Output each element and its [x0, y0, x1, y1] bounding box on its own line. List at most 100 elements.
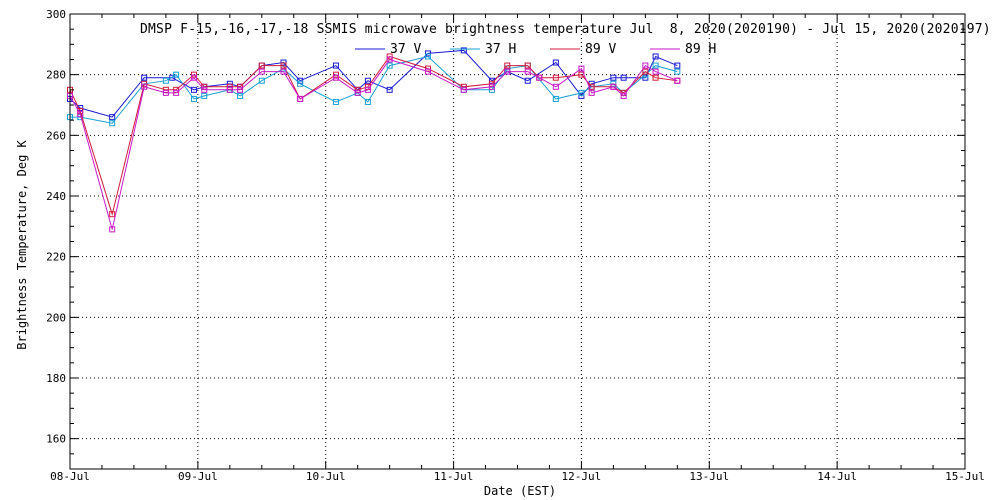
data-point — [488, 83, 495, 90]
data-point — [460, 47, 467, 54]
data-point — [536, 74, 543, 81]
data-point — [191, 86, 198, 93]
data-point — [162, 89, 169, 96]
data-point — [173, 89, 180, 96]
y-tick-label: 180 — [46, 372, 66, 385]
data-point — [191, 74, 198, 81]
data-point — [610, 74, 617, 81]
data-point — [280, 68, 287, 75]
x-tick-label: 12-Jul — [562, 470, 602, 483]
legend-label: 37 V — [390, 42, 421, 57]
data-point — [386, 86, 393, 93]
data-point — [258, 77, 265, 84]
data-point — [141, 83, 148, 90]
x-tick-label: 13-Jul — [689, 470, 729, 483]
data-point — [578, 89, 585, 96]
data-point — [280, 59, 287, 66]
series-layer — [67, 47, 681, 233]
data-point — [488, 86, 495, 93]
data-point — [77, 111, 84, 118]
data-point — [354, 89, 361, 96]
data-point — [674, 77, 681, 84]
data-point — [425, 53, 431, 60]
data-point — [141, 74, 148, 81]
y-axis-label: Brightness Temperature, Deg K — [15, 140, 29, 350]
data-point — [280, 62, 287, 69]
x-tick-label: 09-Jul — [178, 470, 218, 483]
legend-label: 89 H — [685, 42, 716, 57]
y-tick-label: 220 — [46, 251, 66, 264]
series-line-1 — [70, 55, 678, 124]
x-tick-label: 10-Jul — [306, 470, 346, 483]
data-point — [674, 68, 681, 75]
plot-frame — [69, 13, 966, 470]
y-tick-label: 160 — [46, 433, 66, 446]
data-point — [109, 226, 116, 233]
data-point — [504, 68, 511, 75]
data-point — [652, 68, 659, 75]
data-point — [386, 56, 393, 63]
data-point — [297, 95, 304, 102]
data-point — [332, 62, 339, 69]
y-tick-label: 300 — [46, 8, 66, 21]
y-tick-label: 200 — [46, 311, 66, 324]
data-point — [297, 80, 304, 87]
data-point — [425, 68, 431, 75]
data-point — [524, 77, 531, 84]
data-point — [642, 68, 649, 75]
chart-title: DMSP F-15,-16,-17,-18 SSMIS microwave br… — [140, 22, 991, 37]
data-point — [173, 71, 180, 78]
data-point — [109, 211, 116, 218]
data-point — [169, 74, 176, 81]
data-point — [109, 114, 116, 121]
data-point — [552, 83, 559, 90]
data-point — [652, 62, 659, 69]
x-axis-ticks: 08-Jul 09-Jul 10-Jul 11-Jul 12-Jul 13-Jul 14-J… — [50, 14, 985, 483]
data-point — [578, 65, 585, 72]
y-tick-label: 280 — [46, 69, 66, 82]
legend-label: 89 V — [585, 42, 616, 57]
data-point — [386, 53, 393, 60]
grid-lines — [70, 14, 965, 469]
data-point — [332, 98, 339, 105]
data-point — [620, 74, 627, 81]
data-point — [162, 86, 169, 93]
data-point — [226, 80, 233, 87]
data-point — [524, 68, 531, 75]
data-point — [191, 95, 198, 102]
data-point — [201, 86, 208, 93]
data-point — [524, 62, 531, 69]
y-tick-label: 260 — [46, 129, 66, 142]
series-line-2 — [69, 55, 678, 217]
data-point — [552, 59, 559, 66]
data-point — [258, 68, 265, 75]
axes-frame — [69, 13, 966, 470]
data-point — [610, 83, 617, 90]
data-point — [237, 86, 244, 93]
data-point — [226, 86, 233, 93]
y-axis-ticks: 160 180 200 220 240 260 280 300 — [46, 8, 965, 470]
y-tick-label: 240 — [46, 190, 66, 203]
legend-label: 37 H — [485, 42, 516, 57]
data-point — [674, 62, 681, 69]
data-point — [201, 92, 208, 99]
data-point — [141, 80, 148, 87]
data-point — [460, 86, 467, 93]
data-point — [332, 74, 339, 81]
x-tick-label: 14-Jul — [817, 470, 857, 483]
data-point — [364, 86, 371, 93]
data-point — [425, 50, 431, 57]
x-tick-label: 11-Jul — [434, 470, 474, 483]
data-point — [588, 89, 595, 96]
data-point — [552, 95, 559, 102]
data-point — [109, 120, 116, 127]
series-line-3 — [69, 58, 678, 230]
data-point — [642, 62, 649, 69]
data-point — [620, 92, 627, 99]
data-point — [237, 92, 244, 99]
data-point — [258, 62, 265, 69]
data-point — [552, 74, 559, 81]
x-tick-label: 08-Jul — [50, 470, 90, 483]
x-tick-label: 15-Jul — [945, 470, 985, 483]
